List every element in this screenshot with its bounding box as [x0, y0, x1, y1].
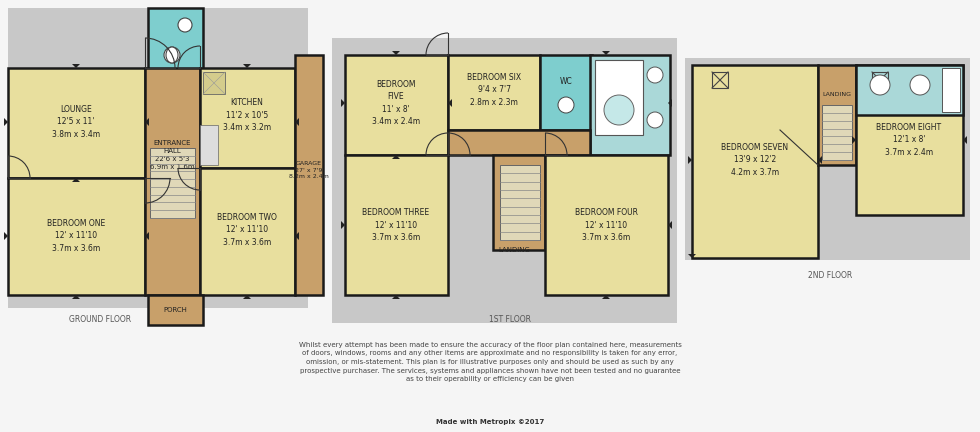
Circle shape	[558, 97, 574, 113]
Bar	[872, 72, 888, 88]
Text: Whilst every attempt has been made to ensure the accuracy of the floor plan cont: Whilst every attempt has been made to en…	[299, 342, 681, 382]
Bar	[942, 68, 960, 112]
Bar	[685, 58, 970, 260]
Polygon shape	[4, 118, 8, 126]
Polygon shape	[963, 136, 967, 144]
Bar	[856, 65, 963, 215]
Polygon shape	[448, 99, 452, 107]
Bar	[545, 155, 668, 295]
Bar	[8, 8, 308, 308]
Bar	[203, 72, 225, 94]
Text: LOUNGE
12'5 x 11'
3.8m x 3.4m: LOUNGE 12'5 x 11' 3.8m x 3.4m	[52, 105, 100, 139]
Text: LANDING: LANDING	[822, 92, 852, 98]
Bar	[332, 38, 677, 323]
Bar	[822, 105, 852, 160]
Text: BEDROOM ONE
12' x 11'10
3.7m x 3.6m: BEDROOM ONE 12' x 11'10 3.7m x 3.6m	[47, 219, 105, 253]
Text: BEDROOM THREE
12' x 11'10
3.7m x 3.6m: BEDROOM THREE 12' x 11'10 3.7m x 3.6m	[363, 208, 429, 241]
Bar	[148, 8, 203, 70]
Text: BEDROOM SIX
9'4 x 7'7
2.8m x 2.3m: BEDROOM SIX 9'4 x 7'7 2.8m x 2.3m	[466, 73, 521, 107]
Bar	[150, 148, 195, 218]
Circle shape	[164, 47, 180, 63]
Polygon shape	[392, 155, 400, 159]
Polygon shape	[145, 118, 149, 126]
Bar	[448, 130, 590, 155]
Polygon shape	[295, 118, 299, 126]
Polygon shape	[392, 51, 400, 55]
Polygon shape	[688, 156, 692, 164]
Polygon shape	[72, 295, 80, 299]
Polygon shape	[341, 99, 345, 107]
Polygon shape	[392, 295, 400, 299]
Bar	[295, 55, 323, 295]
Text: GARAGE
27' x 7'9
8.2m x 2.4m: GARAGE 27' x 7'9 8.2m x 2.4m	[289, 161, 329, 179]
Polygon shape	[668, 221, 672, 229]
Text: WC: WC	[560, 77, 572, 86]
Polygon shape	[818, 156, 822, 164]
Ellipse shape	[166, 47, 178, 63]
Bar	[540, 55, 592, 130]
Polygon shape	[602, 51, 610, 55]
Text: 2ND FLOOR: 2ND FLOOR	[808, 270, 853, 280]
Bar	[8, 178, 145, 295]
Polygon shape	[295, 232, 299, 240]
Polygon shape	[4, 232, 8, 240]
Text: Made with Metropix ©2017: Made with Metropix ©2017	[436, 419, 544, 425]
Text: PORCH: PORCH	[163, 307, 187, 313]
Text: ENTRANCE
HALL
22'6 x 5'3
6.9m x 1.6m: ENTRANCE HALL 22'6 x 5'3 6.9m x 1.6m	[150, 140, 194, 170]
Polygon shape	[341, 221, 345, 229]
Circle shape	[647, 112, 663, 128]
Text: BEDROOM EIGHT
12'1 x 8'
3.7m x 2.4m: BEDROOM EIGHT 12'1 x 8' 3.7m x 2.4m	[876, 124, 942, 157]
Polygon shape	[243, 64, 251, 68]
Bar	[345, 55, 448, 155]
Polygon shape	[72, 64, 80, 68]
Bar	[500, 165, 540, 240]
Bar	[590, 55, 670, 155]
Circle shape	[604, 95, 634, 125]
Bar	[448, 55, 540, 130]
Polygon shape	[688, 254, 696, 258]
Bar	[712, 72, 728, 88]
Bar	[493, 155, 545, 250]
Polygon shape	[852, 136, 856, 144]
Bar	[148, 295, 203, 325]
Text: KITCHEN
11'2 x 10'5
3.4m x 3.2m: KITCHEN 11'2 x 10'5 3.4m x 3.2m	[222, 98, 271, 132]
Bar	[200, 125, 218, 165]
Text: BEDROOM TWO
12' x 11'10
3.7m x 3.6m: BEDROOM TWO 12' x 11'10 3.7m x 3.6m	[217, 213, 277, 247]
Polygon shape	[145, 232, 149, 240]
Circle shape	[178, 18, 192, 32]
Text: 1ST FLOOR: 1ST FLOOR	[489, 315, 531, 324]
Circle shape	[910, 75, 930, 95]
Bar	[200, 68, 295, 168]
Bar	[8, 68, 145, 178]
Text: GROUND FLOOR: GROUND FLOOR	[69, 315, 131, 324]
Bar	[145, 68, 200, 295]
Circle shape	[870, 75, 890, 95]
Bar	[595, 60, 643, 135]
Polygon shape	[243, 295, 251, 299]
Bar	[692, 65, 818, 258]
Bar	[345, 155, 448, 295]
Circle shape	[647, 67, 663, 83]
Text: BEDROOM FOUR
12' x 11'10
3.7m x 3.6m: BEDROOM FOUR 12' x 11'10 3.7m x 3.6m	[574, 208, 638, 241]
Bar	[200, 168, 295, 295]
Bar	[856, 65, 963, 115]
Polygon shape	[602, 295, 610, 299]
Polygon shape	[72, 178, 80, 182]
Bar	[818, 65, 856, 165]
Polygon shape	[668, 99, 672, 107]
Text: BEDROOM
FIVE
11' x 8'
3.4m x 2.4m: BEDROOM FIVE 11' x 8' 3.4m x 2.4m	[372, 80, 420, 126]
Text: LANDING: LANDING	[498, 247, 530, 253]
Text: BEDROOM SEVEN
13'9 x 12'2
4.2m x 3.7m: BEDROOM SEVEN 13'9 x 12'2 4.2m x 3.7m	[721, 143, 789, 177]
